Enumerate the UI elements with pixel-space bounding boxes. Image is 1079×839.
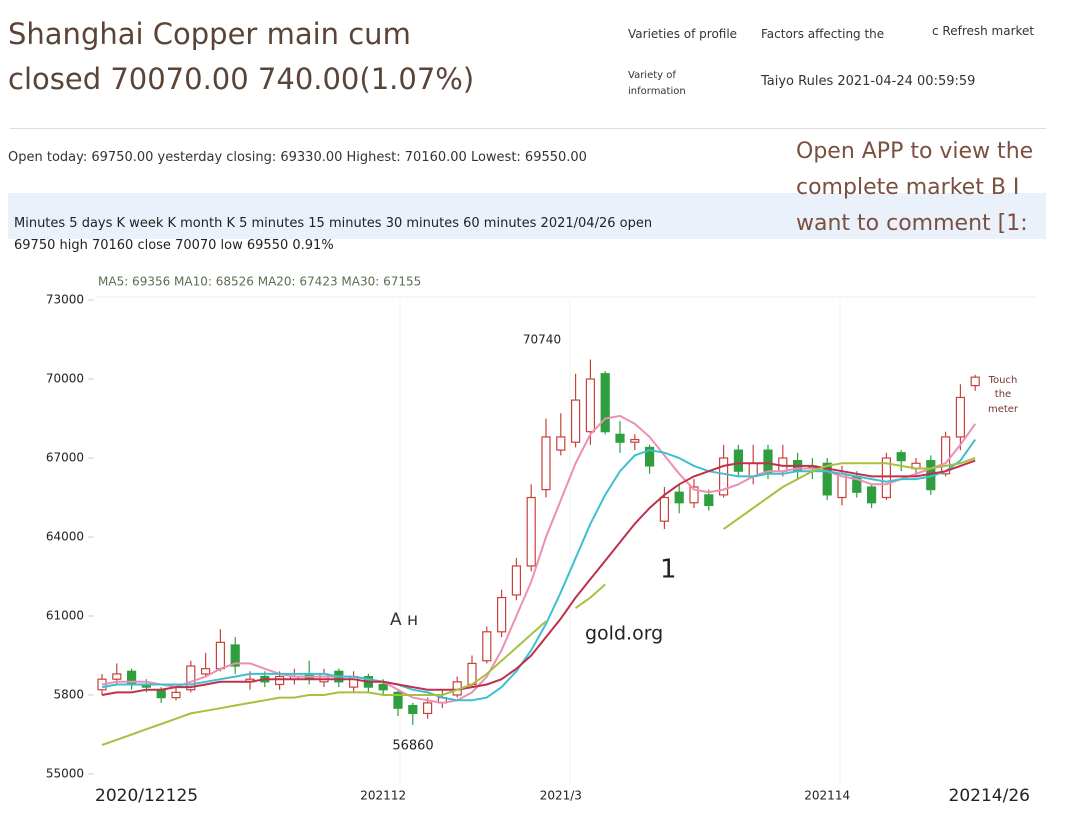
y-tick-label: 61000 xyxy=(46,609,84,623)
tabs-line: 69750 high 70160 close 70070 low 69550 0… xyxy=(14,238,334,253)
y-tick-label: 5800 xyxy=(53,688,84,702)
candle-body xyxy=(556,436,566,451)
candle-body xyxy=(955,396,966,438)
candle-body xyxy=(600,373,610,433)
link[interactable]: Factors affecting the xyxy=(761,27,885,41)
candle-body xyxy=(644,446,655,467)
candle-body xyxy=(156,689,166,699)
refresh-link[interactable]: c Refresh market xyxy=(932,24,1035,38)
annotation: 70740 xyxy=(523,333,561,347)
annotation: 56860 xyxy=(392,739,433,754)
tabs[interactable]: Minutes 5 days K week K month K 5 minute… xyxy=(14,213,652,257)
candle-body xyxy=(393,691,403,709)
timestamp: Taiyo Rules 2021-04-24 00:59:59 xyxy=(761,74,976,89)
candle-body xyxy=(171,691,181,699)
title-line: Shanghai Copper main cum xyxy=(8,17,411,51)
candle-body xyxy=(822,462,832,496)
x-tick-label: 20214/26 xyxy=(949,786,1030,806)
candle-body xyxy=(215,641,225,670)
y-tick-label: 64000 xyxy=(46,530,84,544)
candle-body xyxy=(511,565,522,596)
info-link-line: information xyxy=(628,86,686,97)
title: Shanghai Copper main cum closed 70070.00 … xyxy=(8,12,474,102)
x-tick-label: 2021/3 xyxy=(540,789,582,803)
candle-body xyxy=(378,683,388,691)
candle-body xyxy=(275,675,285,686)
candle-body xyxy=(674,491,684,504)
promo-line: want to comment [1: xyxy=(796,211,1028,236)
tab-bar xyxy=(8,193,1046,239)
title-line: closed 70070.00 740.00(1.07%) xyxy=(8,62,475,96)
chart: MA5: 69356 MA10: 68526 MA20: 67423 MA30:… xyxy=(46,275,1035,806)
y-tick-label: 55000 xyxy=(46,767,84,781)
y-tick-label: 70000 xyxy=(46,372,84,386)
candle-body xyxy=(230,644,240,667)
annotation: the xyxy=(995,389,1011,400)
promo-line: Open APP to view the xyxy=(796,139,1034,164)
annotation: A н xyxy=(390,610,418,630)
candle-body xyxy=(482,631,492,662)
divider xyxy=(10,128,1046,129)
candle-body xyxy=(704,494,714,507)
candle-body xyxy=(659,496,670,522)
annotation: meter xyxy=(988,404,1019,415)
ma-line xyxy=(101,439,977,702)
candle-body xyxy=(201,668,211,675)
candle-body xyxy=(497,596,507,633)
x-tick-label: 2020/12125 xyxy=(95,786,198,806)
summary: Open today: 69750.00 yesterday closing: … xyxy=(8,150,587,165)
candle-body xyxy=(349,675,359,688)
link[interactable]: Varieties of profile xyxy=(628,27,738,41)
candle-body xyxy=(423,702,433,715)
info-link[interactable]: Variety of information xyxy=(628,68,686,100)
candle-body xyxy=(585,378,596,433)
candle-body xyxy=(866,486,877,504)
candle-body xyxy=(570,399,581,443)
candle-body xyxy=(718,457,729,496)
candle-body xyxy=(186,665,196,691)
y-tick-label: 73000 xyxy=(46,293,84,307)
ma-line xyxy=(101,459,976,696)
tabs-line: Minutes 5 days K week K month K 5 minute… xyxy=(14,216,653,231)
candle-body xyxy=(970,376,980,387)
annotation: Touch xyxy=(988,375,1018,386)
promo[interactable]: Open APP to view the complete market B I w… xyxy=(796,134,1033,242)
candle-body xyxy=(940,436,951,475)
ma-line xyxy=(101,457,976,746)
candle-body xyxy=(630,438,640,443)
promo-line: complete market B I xyxy=(796,175,1020,200)
x-tick-label: 202114 xyxy=(804,789,850,803)
candle-body xyxy=(112,673,122,680)
candle-body xyxy=(526,496,536,567)
ma-legend: MA5: 69356 MA10: 68526 MA20: 67423 MA30:… xyxy=(98,275,421,289)
candle-body xyxy=(541,436,551,491)
candle-body xyxy=(896,452,906,462)
annotation: gold.org xyxy=(585,623,663,645)
candle-body xyxy=(881,457,892,499)
info-link-line: Variety of xyxy=(628,70,676,81)
annotation: 1 xyxy=(660,555,677,585)
y-tick-label: 67000 xyxy=(46,451,84,465)
candle-body xyxy=(689,486,699,504)
candle-body xyxy=(408,704,418,715)
candle-body xyxy=(733,449,744,472)
x-tick-label: 202112 xyxy=(360,789,406,803)
candle-body xyxy=(615,433,625,443)
